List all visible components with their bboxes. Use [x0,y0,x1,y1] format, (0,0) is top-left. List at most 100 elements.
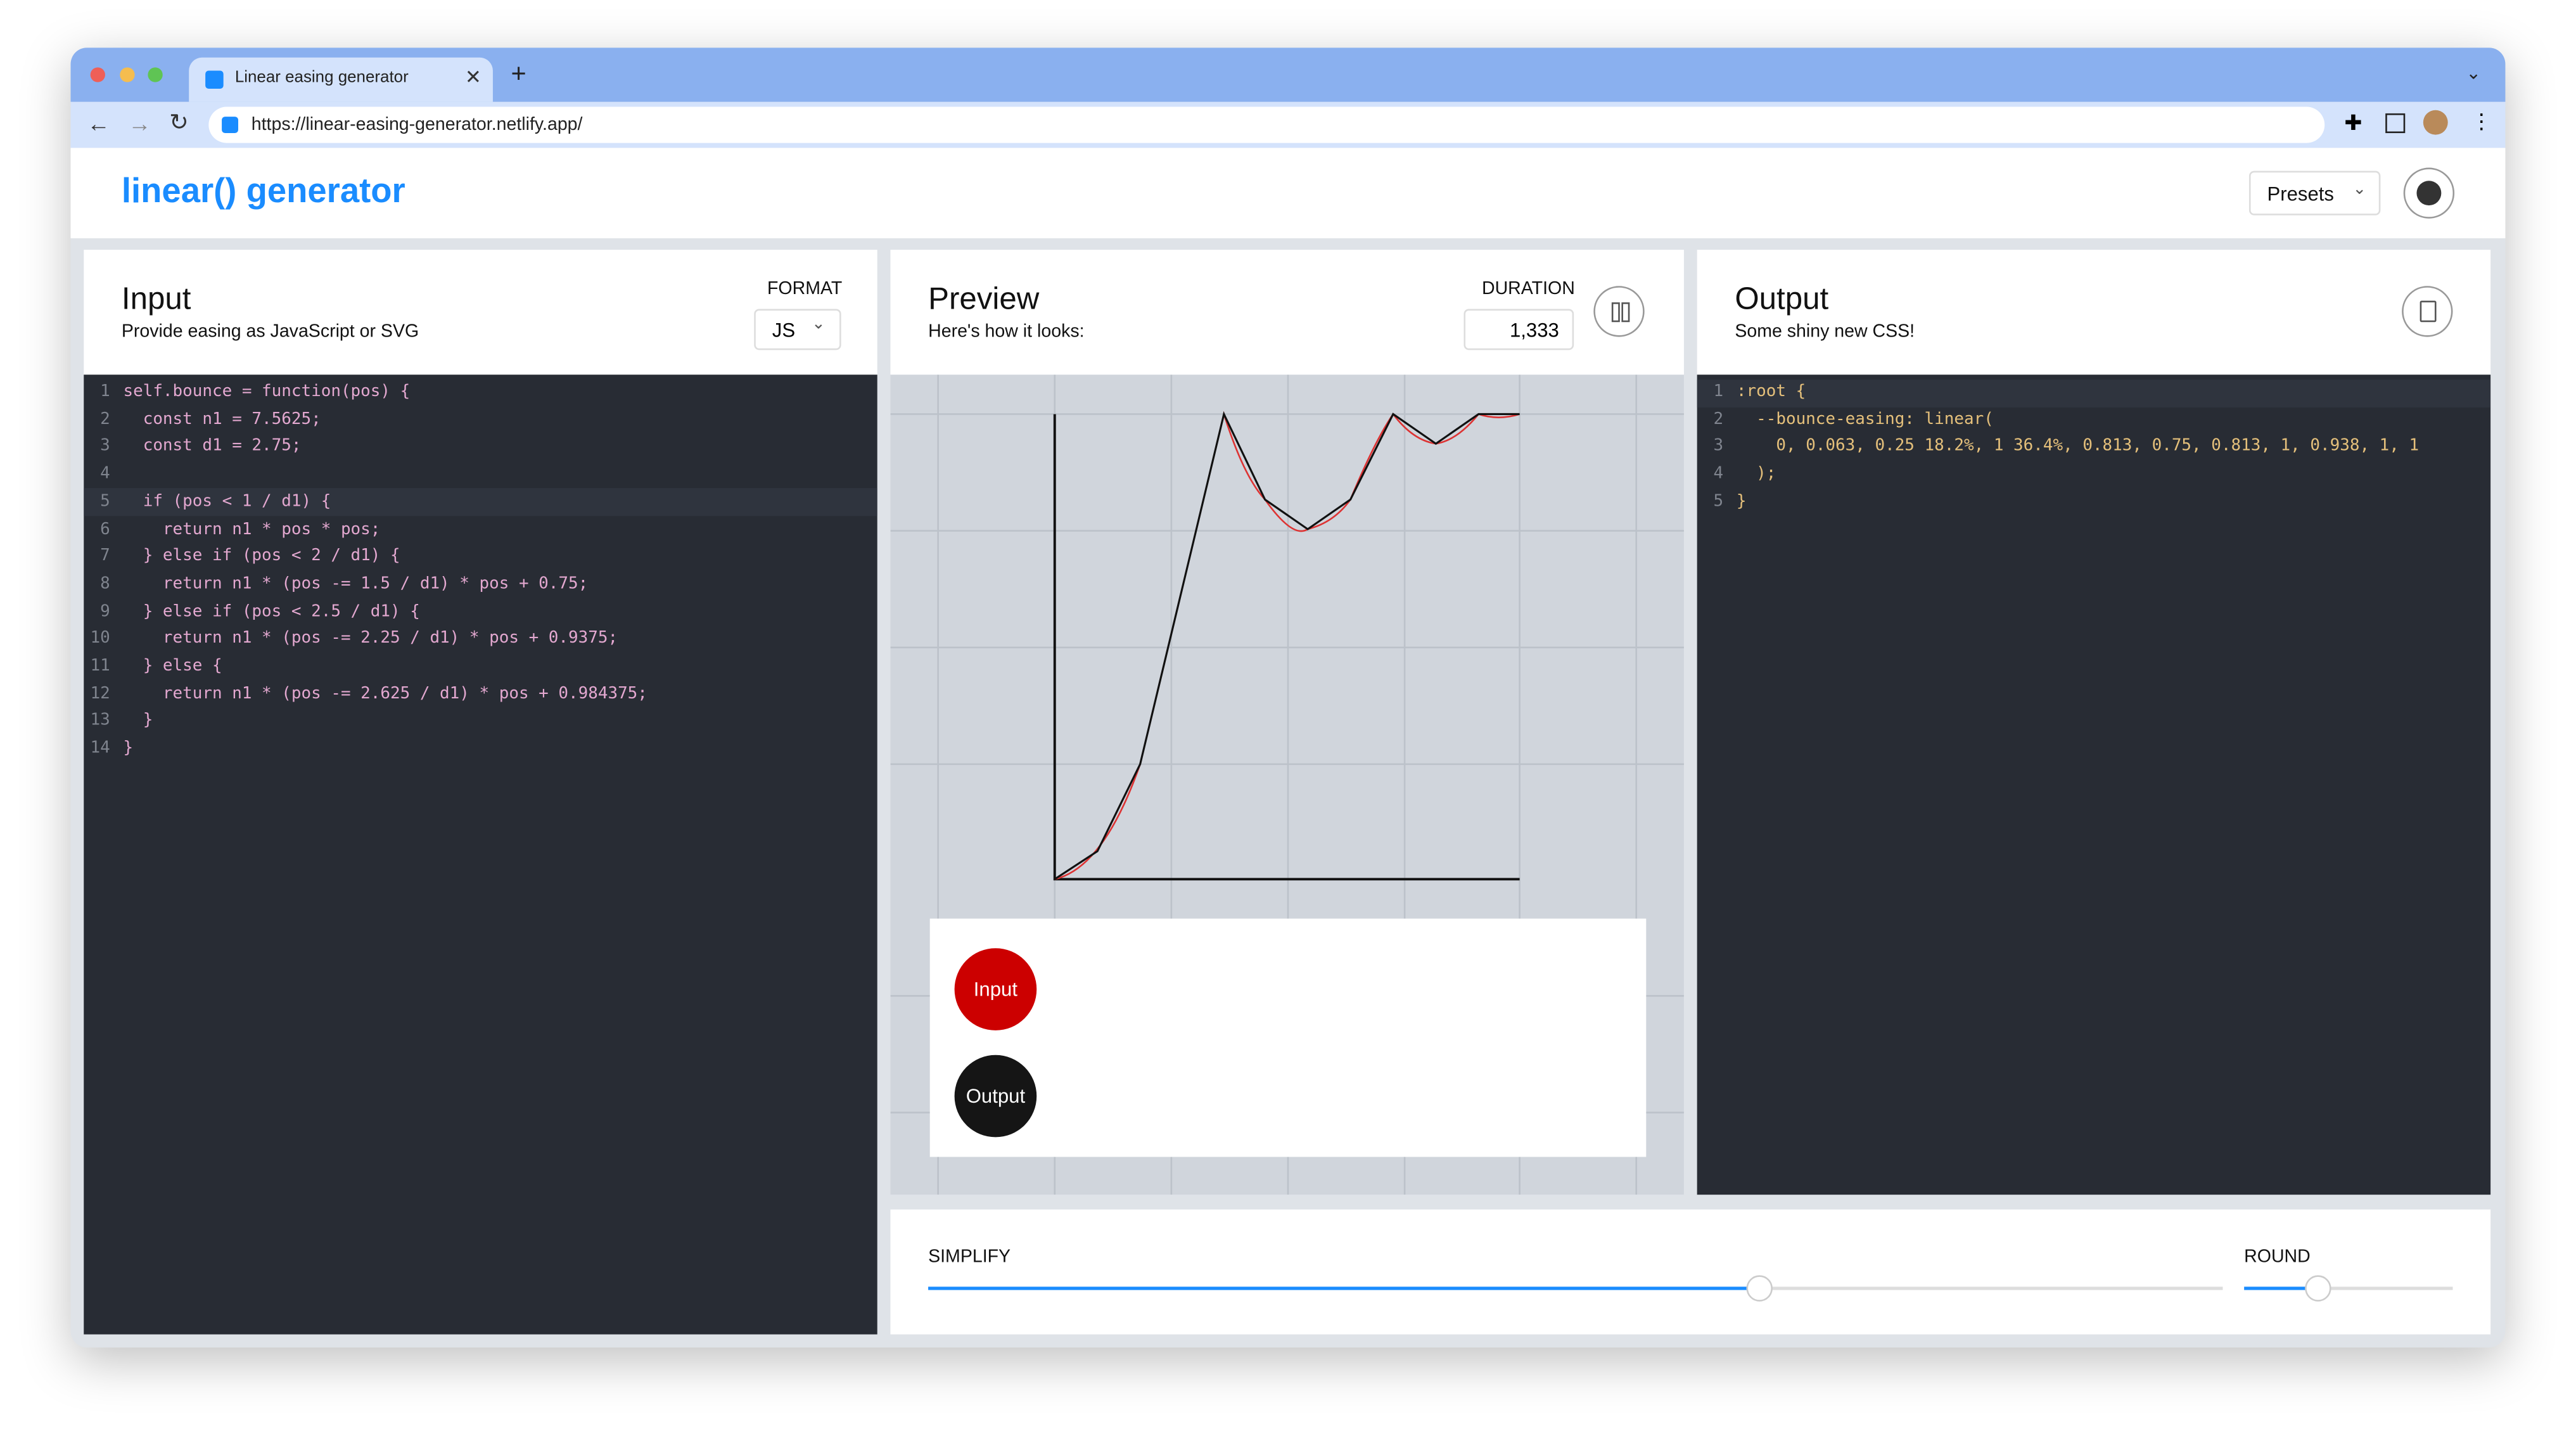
code-line: return n1 * (pos -= 2.25 / d1) * pos + 0… [123,629,618,648]
line-number: 7 [100,547,110,566]
input-editor[interactable]: 1 self.bounce = function(pos) {2 const n1… [84,375,877,1335]
line-number: 3 [100,437,110,456]
url: https://linear-easing-generator.netlify.… [251,115,583,135]
side-panel[interactable] [2385,113,2406,134]
simplify-fill [928,1286,1760,1290]
pause-bar [1611,302,1620,323]
app-header: linear() generator Presets ⌄ [70,148,2506,238]
line-number: 2 [1713,410,1724,428]
output-editor: 1 :root { 2 --bounce-easing: linear( 3 0, 0… [1697,375,2491,1195]
simplify-thumb[interactable] [1746,1275,1773,1302]
code-line: return n1 * (pos -= 2.625 / d1) * pos + … [123,684,647,703]
toolbar: ← → ↻ https://linear-easing-generator.ne… [70,101,2506,148]
code-line: 0, 0.063, 0.25 18.2%, 1 36.4%, 0.813, 0.… [1736,437,2420,456]
forward[interactable]: → [128,110,151,137]
code-line: } [123,740,134,758]
tab-bar: Linear easing generator ✕ + ⌄ [70,48,2506,102]
back[interactable]: ← [87,110,110,137]
line-number: 5 [100,492,110,511]
reload[interactable]: ↻ [169,108,189,135]
panel-title: Preview [928,283,1040,317]
tab-close[interactable]: ✕ [464,65,481,89]
line-number: 1 [1713,383,1724,401]
line-number: 13 [90,712,110,731]
code-line: return n1 * pos * pos; [123,520,381,539]
new-tab[interactable]: + [511,60,526,89]
code-line: } else { [123,657,222,676]
line-number: 11 [90,657,110,676]
presets-label: Presets [2267,182,2334,206]
duration-value: 1,333 [1509,319,1559,342]
tab-title: Linear easing generator [234,68,409,87]
pause-button[interactable] [1593,286,1645,337]
controls: SIMPLIFY ROUND [890,1209,2491,1335]
ball-box: Input Output [929,918,1647,1157]
line-number: 3 [1713,437,1724,456]
browser-window: Linear easing generator ✕ + ⌄ ← → ↻ http… [70,48,2506,1348]
copy-button[interactable] [2402,286,2453,337]
profile[interactable] [2423,110,2448,135]
round-thumb[interactable] [2305,1275,2331,1302]
site-icon [222,117,238,134]
code-line: } [1736,492,1747,511]
app-title: linear() generator [121,172,405,210]
round-fill [2244,1286,2317,1290]
active-tab[interactable]: Linear easing generator ✕ [189,57,493,102]
duration-label: DURATION [1481,279,1575,299]
input-header: Input Provide easing as JavaScript or SV… [84,250,877,375]
code-line: ); [1736,465,1776,484]
line-number: 8 [100,575,110,593]
copy-icon [2420,300,2437,323]
code-line: const n1 = 7.5625; [123,410,321,428]
pause-bar [1621,302,1630,323]
round-label: ROUND [2244,1247,2311,1267]
round-track[interactable] [2244,1286,2453,1290]
output-header: Output Some shiny new CSS! [1697,250,2491,375]
panel-subtitle: Provide easing as JavaScript or SVG [121,322,419,342]
menu[interactable]: ⋮ [2471,108,2492,134]
code-line: --bounce-easing: linear( [1736,410,1994,428]
line-number: 12 [90,684,110,703]
code-line: return n1 * (pos -= 1.5 / d1) * pos + 0.… [123,575,589,593]
code-line: :root { [1736,383,1806,401]
code-line: } else if (pos < 2.5 / d1) { [123,602,420,621]
chevron: ⌄ [811,315,826,334]
chevron: ⌄ [2352,181,2367,199]
favicon [205,70,224,89]
line-number: 5 [1713,492,1724,511]
simplify-label: SIMPLIFY [928,1247,1011,1267]
code-line: self.bounce = function(pos) { [123,383,411,401]
code-line: } else if (pos < 2 / d1) { [123,547,400,566]
line-number: 14 [90,740,110,758]
tab-menu[interactable]: ⌄ [2466,64,2482,84]
code-line: if (pos < 1 / d1) { [123,492,331,511]
url-field[interactable]: https://linear-easing-generator.netlify.… [208,106,2325,143]
code-line: const d1 = 2.75; [123,437,302,456]
close-dot[interactable] [90,67,105,82]
maximize-dot[interactable] [148,67,163,82]
active-line [84,488,877,516]
input-ball: Input [954,948,1037,1030]
presets-button[interactable]: Presets ⌄ [2248,170,2381,215]
github-icon [2416,181,2442,206]
line-number: 10 [90,629,110,648]
panel-subtitle: Here's how it looks: [928,322,1085,342]
output-curve [1054,411,1520,880]
panel-title: Output [1735,283,1829,317]
line-number: 9 [100,602,110,621]
output-ball: Output [954,1055,1037,1138]
format-label: FORMAT [767,279,843,299]
github-button[interactable] [2403,167,2455,219]
format-select[interactable]: JS ⌄ [754,309,841,350]
active-line [1697,380,2491,408]
line-number: 6 [100,520,110,539]
duration-input[interactable]: 1,333 [1463,309,1574,350]
code-line: } [123,712,153,731]
extensions[interactable]: ✚ [2344,110,2362,135]
line-number: 4 [100,465,110,484]
line-number: 4 [1713,465,1724,484]
line-number: 1 [100,383,110,401]
minimize-dot[interactable] [120,67,135,82]
